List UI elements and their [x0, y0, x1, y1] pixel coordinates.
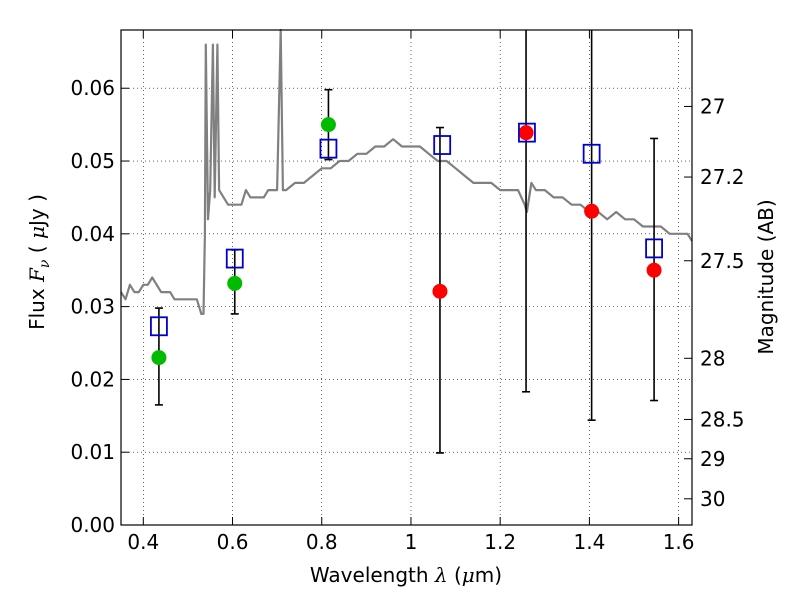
y-tick-label: 0.02 — [70, 367, 115, 391]
axis-ticks: 0.4 0.6 0.8 1 1.2 1.4 1.6 0.00 0.01 0.02 0.03 0.04 0… — [70, 30, 745, 554]
y-tick-label: 0.05 — [70, 149, 115, 173]
x-tick-label: 1.4 — [573, 530, 605, 554]
green-point — [151, 350, 167, 366]
red-point — [584, 203, 600, 219]
y2-axis-label: Magnitude (AB) — [754, 199, 778, 354]
x-tick-label: 1.6 — [663, 530, 695, 554]
x-tick-label: 0.4 — [127, 530, 159, 554]
plot-frame — [120, 29, 693, 526]
y-tick-label: 0.06 — [70, 76, 115, 100]
model-square — [150, 316, 168, 337]
data-markers — [150, 117, 663, 366]
error-bars — [154, 30, 659, 454]
y2-tick-label: 28 — [700, 346, 725, 370]
x-tick-label: 1.2 — [484, 530, 516, 554]
model-square — [518, 122, 536, 143]
green-point — [227, 275, 243, 291]
model-square — [645, 238, 663, 259]
y-tick-label: 0.03 — [70, 295, 115, 319]
x-tick-label: 0.6 — [217, 530, 249, 554]
y-tick-label: 0.04 — [70, 222, 115, 246]
x-tick-label: 1 — [405, 530, 418, 554]
x-tick-label: 0.8 — [306, 530, 338, 554]
spectrum-layer — [120, 28, 693, 315]
y2-tick-label: 27 — [700, 94, 725, 118]
y2-tick-label: 27.5 — [700, 249, 745, 273]
model-square — [582, 143, 601, 164]
y2-tick-label: 30 — [700, 487, 725, 511]
y2-tick-label: 29 — [700, 447, 725, 471]
grid — [121, 30, 692, 526]
red-point — [432, 283, 448, 299]
y-tick-label: 0.01 — [70, 440, 115, 464]
y-axis-label: Flux Fν ( μJy ) — [25, 194, 53, 330]
y2-tick-label: 28.5 — [700, 407, 745, 431]
y2-tick-label: 27.2 — [700, 165, 745, 189]
red-point — [646, 262, 662, 278]
x-axis-label: Wavelength λ (μm) — [310, 563, 502, 587]
green-point — [320, 117, 336, 133]
model-square — [433, 135, 452, 155]
red-point — [518, 125, 534, 141]
spectrum-line — [120, 28, 693, 315]
model-square — [225, 248, 244, 269]
y-tick-label: 0.00 — [70, 513, 115, 537]
model-square — [319, 138, 338, 159]
